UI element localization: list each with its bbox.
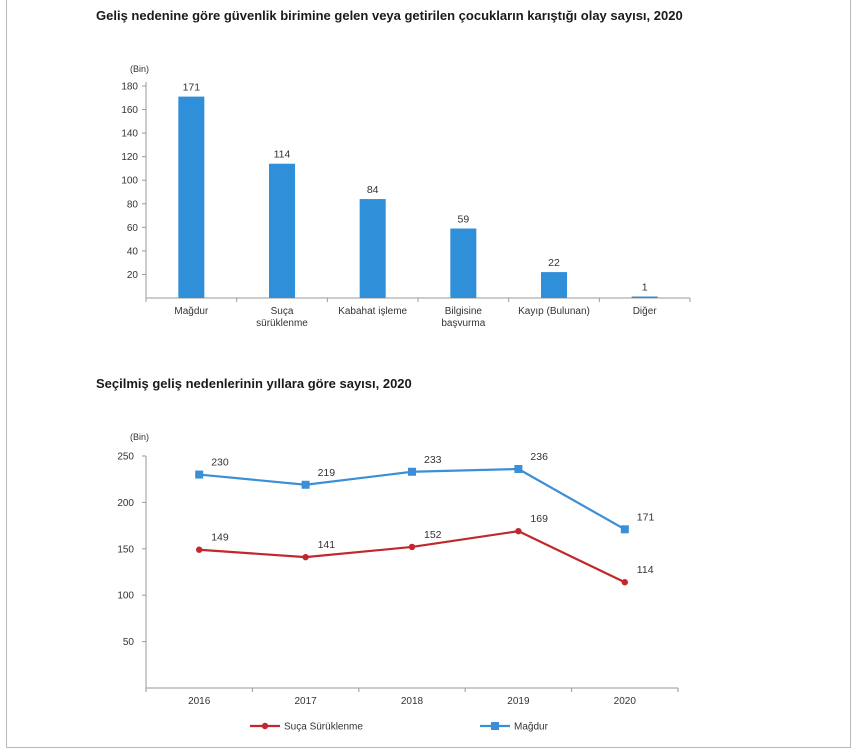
data-value-label: 169 (530, 513, 548, 525)
figure-frame (6, 0, 851, 748)
data-point (621, 579, 628, 586)
x-tick-label: 2018 (401, 696, 424, 707)
y-tick-label: 20 (127, 270, 139, 281)
y-tick-label: 100 (117, 591, 134, 602)
bar-value-label: 84 (367, 184, 379, 196)
y-tick-label: 180 (121, 82, 138, 93)
data-point (515, 527, 522, 535)
series-line (199, 467, 626, 531)
y-tick-label: 250 (117, 452, 134, 463)
data-value-label: 236 (530, 451, 548, 463)
y-tick-label: 140 (121, 129, 138, 140)
data-point (196, 546, 203, 553)
bar (359, 199, 386, 298)
bar-value-label: 114 (274, 149, 291, 161)
x-tick-label: 2016 (188, 696, 211, 707)
legend-label: Suça Sürüklenme (284, 722, 363, 733)
bar (631, 296, 658, 298)
x-category-label: Kabahat işleme (338, 306, 407, 317)
data-value-label: 149 (211, 532, 229, 544)
y-tick-label: 200 (117, 498, 134, 509)
data-value-label: 114 (637, 564, 654, 576)
data-point (408, 467, 416, 476)
data-value-label: 171 (637, 511, 655, 523)
y-tick-label: 50 (123, 637, 135, 648)
bar (450, 228, 477, 298)
bar-chart: (Bin) 20 40 60 80 100 120 140 160 180 171 Mağdur 114… (121, 64, 691, 329)
data-point (620, 525, 629, 534)
bar (178, 96, 205, 298)
x-category-label: Diğer (633, 306, 658, 317)
data-point (408, 543, 416, 551)
y-tick-label: 120 (121, 152, 138, 163)
y-tick-label: 160 (121, 105, 138, 116)
data-value-label: 219 (318, 467, 336, 479)
x-category-label: sürüklenme (256, 318, 308, 329)
bar (269, 163, 295, 298)
bar-value-label: 171 (183, 82, 201, 94)
series-line (199, 530, 626, 584)
x-category-label: başvurma (441, 318, 485, 329)
x-category-label: Mağdur (174, 306, 209, 317)
y-tick-label: 80 (127, 199, 139, 210)
x-category-label: Suça (271, 306, 294, 317)
bar-chart-title: Geliş nedenine göre güvenlik birimine ge… (96, 8, 683, 23)
data-value-label: 233 (424, 454, 442, 466)
bar-value-label: 1 (642, 282, 648, 294)
legend-label: Mağdur (514, 722, 549, 733)
x-tick-label: 2020 (614, 696, 637, 707)
data-point (301, 480, 310, 489)
bar-value-label: 22 (548, 257, 560, 269)
data-value-label: 141 (318, 539, 336, 551)
bar (541, 272, 567, 298)
bar-value-label: 59 (457, 214, 469, 226)
line-chart-title: Seçilmiş geliş nedenlerinin yıllara göre… (96, 376, 412, 391)
x-category-label: Kayıp (Bulunan) (518, 306, 590, 317)
data-value-label: 152 (424, 529, 442, 541)
legend-marker (261, 722, 269, 730)
y-tick-label: 150 (117, 544, 134, 555)
x-category-label: Bilgisine (445, 306, 483, 317)
y-axis-unit: (Bin) (130, 432, 149, 442)
y-tick-label: 60 (127, 223, 139, 234)
x-tick-label: 2019 (507, 696, 530, 707)
data-point (302, 553, 309, 561)
y-tick-label: 40 (127, 246, 139, 257)
data-point (195, 470, 204, 479)
x-tick-label: 2017 (294, 696, 317, 707)
y-tick-label: 100 (121, 176, 138, 187)
data-value-label: 230 (211, 457, 229, 469)
legend-marker (491, 722, 499, 730)
data-point (514, 464, 523, 473)
y-axis-unit: (Bin) (130, 64, 149, 74)
